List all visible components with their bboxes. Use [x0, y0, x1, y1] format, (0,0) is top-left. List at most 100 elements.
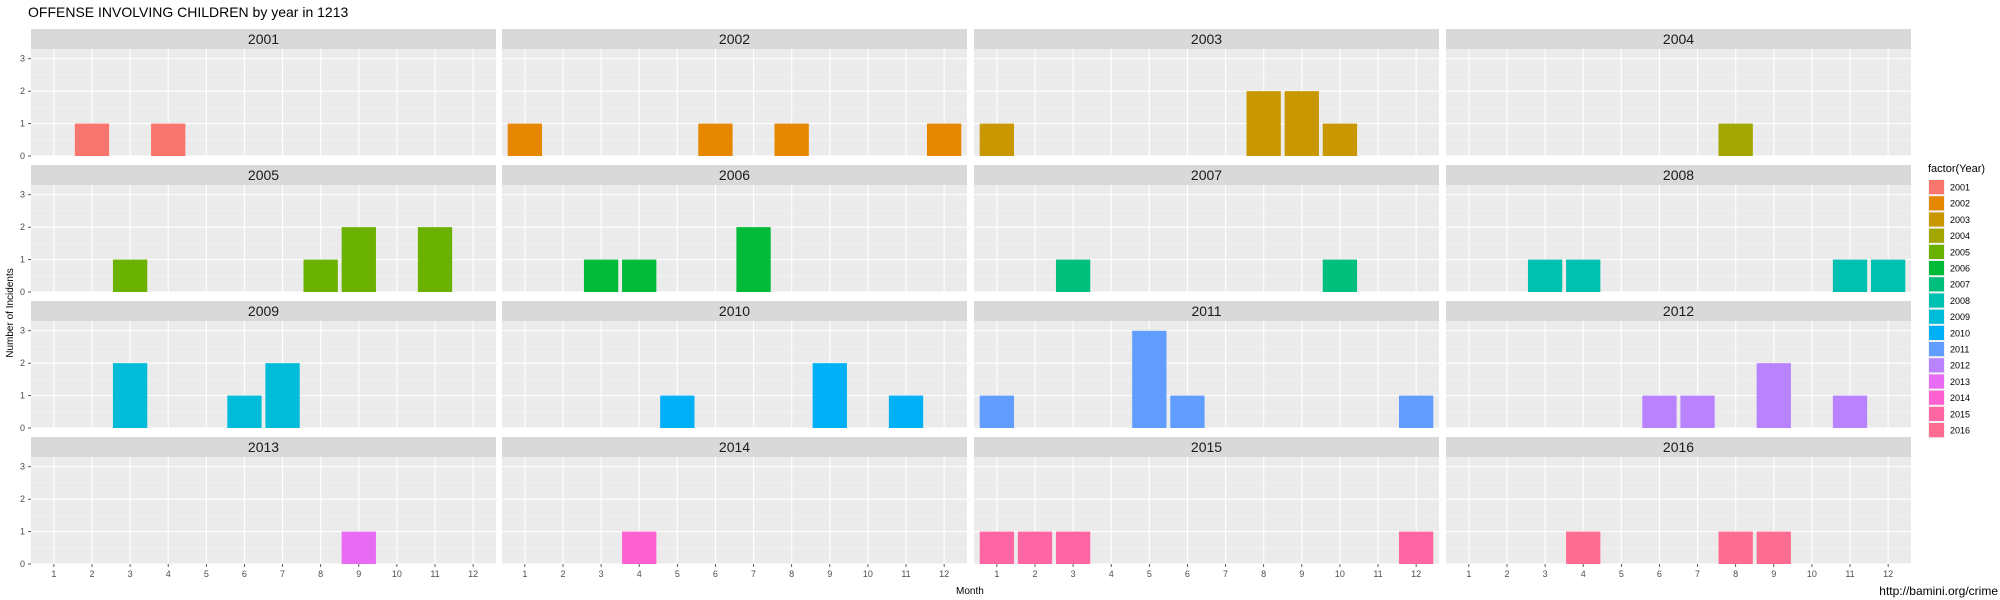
bar — [1680, 395, 1715, 428]
y-axis-label: Number of Incidents — [5, 268, 16, 358]
bar — [1566, 259, 1601, 292]
panel-background — [31, 457, 496, 564]
y-tick-label: 2 — [20, 86, 25, 96]
panel-background — [974, 49, 1439, 156]
x-tick-label: 6 — [1185, 569, 1190, 579]
y-tick-label: 0 — [20, 151, 25, 161]
facet-label: 2011 — [1191, 303, 1221, 319]
bar — [1055, 259, 1091, 292]
facet-label: 2005 — [248, 167, 279, 183]
bar — [888, 395, 924, 428]
bar — [151, 123, 186, 156]
bar — [507, 123, 543, 156]
legend-entry: 2014 — [1950, 393, 1970, 403]
facet-strip — [974, 301, 1439, 321]
panel-background — [1446, 457, 1911, 564]
panel-background — [974, 321, 1439, 428]
x-tick-label: 1 — [522, 569, 527, 579]
legend-swatch — [1929, 196, 1944, 211]
x-tick-label: 2 — [560, 569, 565, 579]
bar — [74, 123, 110, 156]
x-tick-label: 6 — [1657, 569, 1662, 579]
facet-strip — [31, 437, 496, 457]
facet-label: 2004 — [1663, 31, 1694, 47]
bar — [1832, 395, 1868, 428]
bar — [1398, 531, 1434, 564]
legend-swatch — [1929, 244, 1944, 259]
bar — [1398, 395, 1434, 428]
x-tick-label: 3 — [599, 569, 604, 579]
x-tick-label: 3 — [1071, 569, 1076, 579]
bar — [1017, 531, 1053, 564]
legend-swatch — [1929, 325, 1944, 340]
y-tick-label: 0 — [20, 287, 25, 297]
facet-strip — [502, 29, 967, 49]
legend-swatch — [1929, 261, 1944, 276]
bar — [979, 531, 1015, 564]
x-tick-label: 5 — [675, 569, 680, 579]
bar — [774, 123, 809, 156]
x-tick-label: 5 — [204, 569, 209, 579]
legend-swatch — [1929, 180, 1944, 195]
legend-entry: 2011 — [1950, 345, 1969, 355]
bar — [1756, 363, 1791, 428]
bar — [1284, 91, 1319, 156]
x-tick-label: 7 — [280, 569, 285, 579]
bar — [660, 395, 695, 428]
x-tick-label: 4 — [166, 569, 171, 579]
legend-swatch — [1929, 423, 1944, 438]
x-tick-label: 5 — [1147, 569, 1152, 579]
panel-background — [1446, 49, 1911, 156]
legend-entry: 2006 — [1950, 264, 1970, 274]
y-tick-label: 3 — [20, 190, 25, 200]
legend-swatch — [1929, 406, 1944, 421]
bar — [1870, 259, 1906, 292]
facet-label: 2015 — [1191, 439, 1222, 455]
x-tick-label: 11 — [901, 569, 910, 579]
x-tick-label: 11 — [430, 569, 439, 579]
bar — [1322, 123, 1358, 156]
x-tick-label: 4 — [1109, 569, 1114, 579]
bar — [1756, 531, 1791, 564]
legend-entry: 2012 — [1950, 361, 1970, 371]
bar — [736, 227, 771, 292]
facet-label: 2014 — [719, 439, 750, 455]
y-tick-label: 2 — [20, 358, 25, 368]
x-tick-label: 4 — [1581, 569, 1586, 579]
legend-entry: 2015 — [1950, 409, 1970, 419]
x-tick-label: 8 — [318, 569, 323, 579]
panel-background — [502, 49, 967, 156]
y-tick-label: 1 — [20, 255, 25, 265]
x-tick-label: 10 — [392, 569, 402, 579]
source-caption: http://bamini.org/crime — [1879, 584, 1998, 598]
facet-label: 2001 — [248, 31, 279, 47]
legend-entry: 2008 — [1950, 296, 1970, 306]
x-tick-label: 8 — [789, 569, 794, 579]
x-tick-label: 8 — [1733, 569, 1738, 579]
facet-label: 2013 — [248, 439, 279, 455]
facet-strip — [502, 301, 967, 321]
legend-entry: 2001 — [1950, 183, 1970, 193]
legend-entry: 2005 — [1950, 247, 1970, 257]
chart-title: OFFENSE INVOLVING CHILDREN by year in 12… — [28, 4, 349, 20]
y-tick-label: 2 — [20, 222, 25, 232]
panel-background — [502, 457, 967, 564]
x-tick-label: 1 — [51, 569, 56, 579]
y-tick-label: 0 — [20, 559, 25, 569]
y-tick-label: 3 — [20, 326, 25, 336]
x-tick-label: 3 — [1543, 569, 1548, 579]
facet-strip — [974, 29, 1439, 49]
bar — [1642, 395, 1677, 428]
bar — [341, 227, 376, 292]
x-tick-label: 4 — [637, 569, 642, 579]
y-tick-label: 3 — [20, 54, 25, 64]
legend-title: factor(Year) — [1928, 163, 1985, 175]
x-tick-label: 9 — [356, 569, 361, 579]
legend-swatch — [1929, 342, 1944, 357]
legend-entry: 2013 — [1950, 377, 1970, 387]
x-tick-label: 10 — [863, 569, 873, 579]
x-tick-label: 9 — [827, 569, 832, 579]
x-tick-label: 2 — [1504, 569, 1509, 579]
facet-strip — [31, 165, 496, 185]
bar — [1566, 531, 1601, 564]
